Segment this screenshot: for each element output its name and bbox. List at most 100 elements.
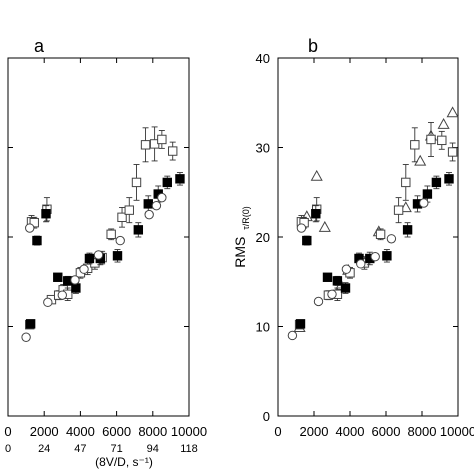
data-point-square-filled: [32, 235, 42, 246]
panel-b: b 0 2000 4000 6000 8000 10000 0 10 20 30 40 RMS τ…: [232, 36, 474, 439]
secondary-tick-label: 94: [147, 443, 159, 455]
data-point-square-open: [426, 134, 436, 145]
data-point-triangle-open: [318, 220, 331, 232]
data-point-square-filled: [422, 189, 433, 199]
panel-b-x-tick-labels: 0 2000 4000 6000 8000 10000: [274, 424, 474, 439]
y-tick-label: 20: [256, 230, 270, 245]
data-point-circle-open: [151, 200, 162, 211]
x-tick-label: 8000: [138, 424, 167, 439]
data-point-circle-open: [296, 223, 307, 233]
panel-a: a 0 2000 4000 6000 8000 10000 0 24 47 71 94 118 (8…: [4, 36, 207, 469]
data-point-triangle-open: [437, 118, 450, 129]
x-tick-label: 6000: [102, 424, 131, 439]
data-point-circle-open: [79, 264, 89, 274]
data-point-square-open: [401, 177, 411, 188]
x-tick-label: 8000: [408, 424, 437, 439]
data-point-circle-open: [144, 209, 154, 220]
x-tick-label: 0: [274, 424, 281, 439]
x-tick-label: 0: [4, 424, 11, 439]
panel-a-x-tick-labels: 0 2000 4000 6000 8000 10000: [4, 424, 207, 439]
panel-a-secondary-tick-labels: 0 24 47 71 94 118: [5, 443, 198, 455]
secondary-tick-label: 47: [74, 443, 86, 455]
panel-b-ylabel-main: RMS: [232, 237, 248, 268]
data-point-circle-open: [386, 234, 397, 244]
data-point-square-filled: [332, 276, 343, 286]
data-point-circle-open: [21, 332, 31, 342]
x-tick-label: 10000: [171, 424, 207, 439]
data-point-square-filled: [41, 209, 51, 219]
y-tick-label: 0: [263, 409, 270, 424]
panel-a-marks: [21, 126, 185, 342]
data-point-square-filled: [112, 251, 123, 261]
data-point-square-filled: [402, 225, 413, 235]
svg-text:RMS τ/R(0): RMS τ/R(0): [232, 206, 251, 268]
data-point-square-open: [140, 140, 151, 150]
data-point-square-filled: [340, 283, 351, 293]
data-point-circle-open: [287, 330, 298, 341]
data-point-triangle-open: [414, 154, 427, 166]
panel-a-label: a: [34, 36, 45, 56]
x-tick-label: 2000: [300, 424, 329, 439]
data-point-square-open: [410, 140, 420, 150]
data-point-square-filled: [311, 209, 321, 219]
data-point-square-open: [124, 205, 134, 215]
y-tick-label: 40: [256, 51, 270, 66]
data-point-circle-open: [356, 259, 366, 269]
data-point-square-open: [375, 229, 386, 240]
data-point-circle-open: [70, 275, 80, 285]
x-tick-label: 10000: [440, 424, 474, 439]
data-point-square-open: [117, 212, 127, 223]
data-point-square-filled: [295, 319, 306, 329]
data-point-circle-open: [157, 192, 167, 203]
data-point-square-filled: [143, 199, 153, 209]
data-point-square-filled: [25, 319, 36, 329]
panel-b-y-axis-title: RMS τ/R(0): [232, 206, 251, 268]
x-tick-label: 4000: [66, 424, 95, 439]
data-point-circle-open: [313, 296, 324, 307]
data-point-square-filled: [162, 177, 172, 188]
data-point-square-filled: [322, 272, 333, 282]
data-point-square-open: [437, 135, 447, 146]
panel-b-ylabel-sub: τ/R(0): [241, 206, 251, 230]
data-point-square-open: [393, 205, 404, 215]
data-point-circle-open: [327, 289, 337, 299]
data-point-circle-open: [370, 251, 380, 262]
data-point-circle-open: [341, 264, 352, 274]
panel-b-label: b: [308, 36, 318, 56]
data-point-circle-open: [57, 290, 67, 300]
data-point-triangle-open: [310, 169, 323, 181]
y-tick-label: 10: [256, 320, 270, 335]
data-point-circle-open: [43, 297, 53, 308]
panel-a-ticks: [7, 57, 190, 417]
data-point-square-filled: [302, 235, 312, 246]
x-tick-label: 6000: [372, 424, 401, 439]
data-point-square-filled: [53, 272, 63, 282]
data-point-square-open: [131, 177, 142, 188]
data-point-square-filled: [84, 253, 95, 264]
data-point-circle-open: [115, 235, 125, 246]
data-point-circle-open: [25, 223, 35, 233]
data-point-circle-open: [93, 250, 104, 260]
data-point-square-open: [168, 146, 178, 156]
data-point-circle-open: [419, 198, 429, 208]
data-point-square-filled: [175, 174, 185, 184]
data-point-square-filled: [431, 177, 442, 188]
panel-b-marks: [287, 106, 459, 341]
data-point-square-open: [106, 229, 116, 240]
secondary-tick-label: 0: [5, 443, 11, 455]
secondary-tick-label: 71: [110, 443, 122, 455]
data-point-square-open: [447, 147, 458, 157]
data-point-square-open: [157, 134, 167, 145]
secondary-tick-label: 24: [38, 443, 50, 455]
data-point-square-filled: [382, 251, 392, 261]
data-point-square-filled: [133, 225, 144, 235]
data-point-triangle-open: [446, 106, 459, 118]
data-point-square-filled: [71, 283, 81, 293]
panel-b-y-tick-labels: 0 10 20 30 40: [256, 51, 270, 424]
y-tick-label: 30: [256, 141, 270, 156]
data-point-square-filled: [444, 174, 454, 184]
x-tick-label: 4000: [336, 424, 365, 439]
x-tick-label: 2000: [30, 424, 59, 439]
secondary-tick-label: 118: [180, 443, 198, 455]
